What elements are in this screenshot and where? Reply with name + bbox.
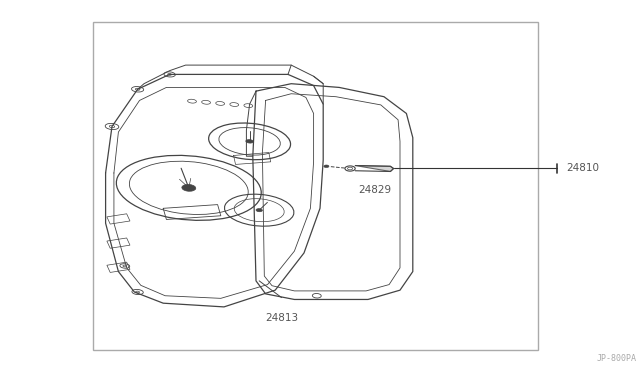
Ellipse shape — [324, 165, 329, 167]
Ellipse shape — [182, 185, 196, 191]
Bar — [107, 262, 130, 272]
Polygon shape — [355, 166, 394, 171]
Text: JP-800PA: JP-800PA — [596, 354, 637, 363]
Ellipse shape — [256, 209, 262, 212]
Text: 24829: 24829 — [358, 185, 392, 195]
Bar — [107, 214, 130, 224]
Bar — [107, 238, 130, 248]
Bar — [93, 22, 538, 350]
Ellipse shape — [246, 140, 253, 143]
Text: 24813: 24813 — [266, 313, 299, 323]
Text: 24810: 24810 — [566, 163, 600, 173]
